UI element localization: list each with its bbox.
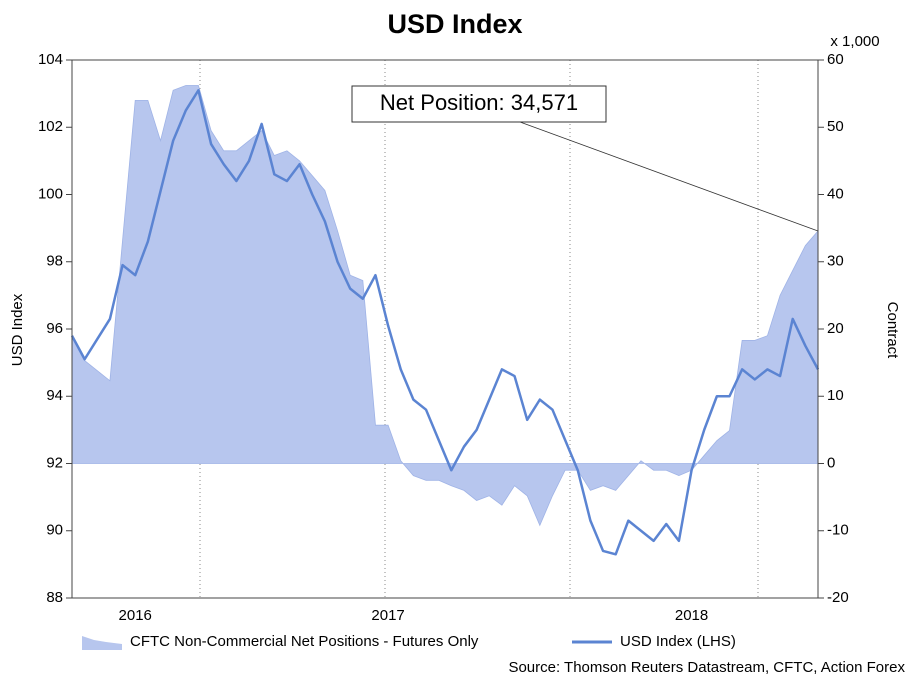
y-tick-label: 104 [38, 51, 63, 68]
legend-label: CFTC Non-Commercial Net Positions - Futu… [130, 633, 479, 650]
legend-swatch [82, 636, 122, 650]
x-tick-label: 2017 [371, 607, 404, 624]
y2-tick-label: -10 [827, 522, 849, 539]
y-tick-label: 102 [38, 118, 63, 135]
y-tick-label: 92 [46, 454, 63, 471]
y2-unit: x 1,000 [830, 33, 879, 50]
y2-tick-label: 0 [827, 454, 835, 471]
y2-tick-label: -20 [827, 589, 849, 606]
y2-tick-label: 40 [827, 185, 844, 202]
y-tick-label: 94 [46, 387, 63, 404]
legend-label: USD Index (LHS) [620, 633, 736, 650]
annotation-leader [519, 121, 819, 232]
x-tick-label: 2016 [119, 607, 152, 624]
line [70, 89, 820, 556]
y-tick-label: 88 [46, 589, 63, 606]
y2-tick-label: 30 [827, 253, 844, 270]
source: Source: Thomson Reuters Datastream, CFTC… [508, 659, 905, 676]
annotation: Net Position: 34,571 [380, 90, 578, 115]
chart-title: USD Index [387, 9, 522, 39]
y2-axis-label: Contract [884, 302, 901, 360]
x-tick-label: 2018 [675, 607, 708, 624]
y-tick-label: 96 [46, 320, 63, 337]
y2-tick-label: 60 [827, 51, 844, 68]
y2-tick-label: 10 [827, 387, 844, 404]
y2-tick-label: 20 [827, 320, 844, 337]
y-tick-label: 90 [46, 522, 63, 539]
y-tick-label: 100 [38, 185, 63, 202]
y2-tick-label: 50 [827, 118, 844, 135]
area [71, 85, 819, 527]
annotation-box [351, 85, 607, 123]
y-tick-label: 98 [46, 253, 63, 270]
y-axis-label: USD Index [9, 293, 26, 366]
